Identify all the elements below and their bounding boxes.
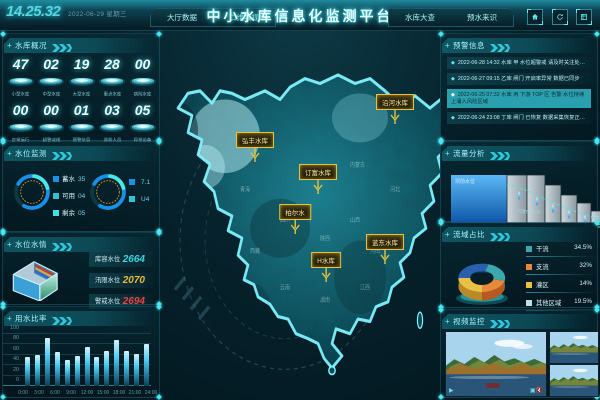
- svg-text:内蒙古: 内蒙古: [350, 160, 365, 169]
- svg-text:西藏: 西藏: [250, 246, 260, 255]
- svg-text:河北: 河北: [390, 185, 400, 194]
- svg-text:坝前水位: 坝前水位: [455, 178, 475, 185]
- svg-text:陕西: 陕西: [320, 234, 330, 243]
- svg-text:湖南: 湖南: [320, 295, 330, 304]
- svg-text:云南: 云南: [280, 283, 290, 292]
- svg-text:山西: 山西: [350, 216, 360, 225]
- svg-text:青海: 青海: [240, 185, 250, 194]
- svg-text:气温水汽...1: 气温水汽...1: [517, 208, 541, 215]
- svg-text:江西: 江西: [360, 284, 370, 292]
